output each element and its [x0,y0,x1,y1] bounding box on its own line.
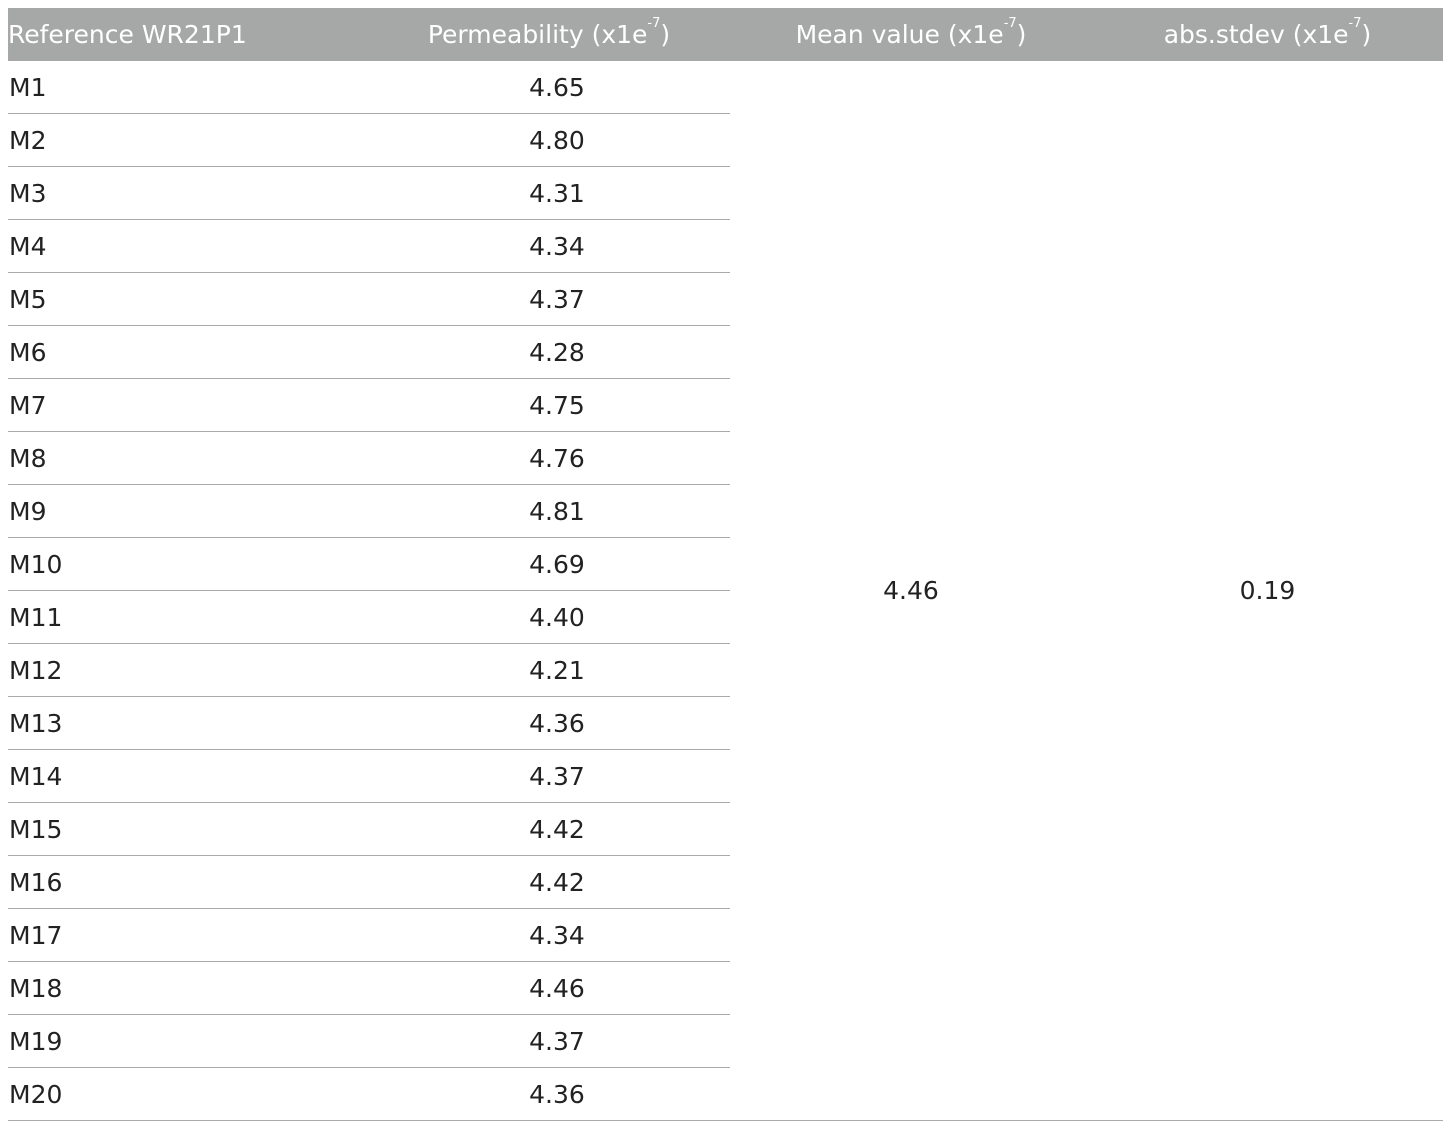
row-sample-name: M20 [8,1067,368,1121]
table-row: M19 4.37 [8,1014,1443,1068]
table-row: M14 4.37 [8,749,1443,803]
permeability-table: Reference WR21P1 Permeability (x1e-7) Me… [8,8,1443,1121]
row-permeability-value: 4.42 [368,802,730,856]
mean-value-cell: 4.46 [730,61,1092,1121]
header-stdev-close: ) [1361,20,1372,49]
header-reference: Reference WR21P1 [8,8,368,61]
row-sample-name: M8 [8,431,368,485]
table-row: M1 4.65 4.46 0.19 [8,61,1443,1121]
table-row: M10 4.69 [8,537,1443,591]
table-row: M7 4.75 [8,378,1443,432]
table-row: M5 4.37 [8,272,1443,326]
row-sample-name: M1 [8,61,368,114]
row-permeability-value: 4.37 [368,1014,730,1068]
row-permeability-value: 4.34 [368,908,730,962]
table-row: M2 4.80 [8,113,1443,167]
header-reference-label: Reference WR21P1 [8,20,247,49]
row-permeability-value: 4.75 [368,378,730,432]
row-permeability-value: 4.80 [368,113,730,167]
row-sample-name: M9 [8,484,368,538]
header-row: Reference WR21P1 Permeability (x1e-7) Me… [8,8,1443,61]
abs-stdev-cell: 0.19 [1092,61,1443,1121]
table-row: M15 4.42 [8,802,1443,856]
row-permeability-value: 4.36 [368,1067,730,1121]
header-mean-label: Mean value (x1e [795,20,1004,49]
row-permeability-value: 4.31 [368,166,730,220]
table-row: M4 4.34 [8,219,1443,273]
row-sample-name: M18 [8,961,368,1015]
row-permeability-value: 4.40 [368,590,730,644]
row-permeability-value: 4.36 [368,696,730,750]
header-stdev: abs.stdev (x1e-7) [1092,8,1443,61]
row-permeability-value: 4.76 [368,431,730,485]
header-permeability: Permeability (x1e-7) [368,8,730,61]
row-permeability-value: 4.37 [368,749,730,803]
row-sample-name: M5 [8,272,368,326]
row-sample-name: M6 [8,325,368,379]
permeability-table-container: Reference WR21P1 Permeability (x1e-7) Me… [8,8,1443,1121]
row-permeability-value: 4.37 [368,272,730,326]
table-row: M12 4.21 [8,643,1443,697]
header-mean-exponent: -7 [1003,16,1017,31]
row-permeability-value: 4.42 [368,855,730,909]
row-sample-name: M16 [8,855,368,909]
header-permeability-exponent: -7 [647,16,661,31]
row-permeability-value: 4.28 [368,325,730,379]
table-body: M1 4.65 4.46 0.19 M2 4.80 M3 4.31 M4 4.34 M5 4.37 M6… [8,61,1443,1121]
table-row: M17 4.34 [8,908,1443,962]
table-row: M6 4.28 [8,325,1443,379]
table-row: M20 4.36 [8,1067,1443,1121]
row-sample-name: M17 [8,908,368,962]
row-sample-name: M13 [8,696,368,750]
row-sample-name: M14 [8,749,368,803]
row-permeability-value: 4.81 [368,484,730,538]
header-mean-close: ) [1016,20,1027,49]
table-row: M18 4.46 [8,961,1443,1015]
header-stdev-label: abs.stdev (x1e [1163,20,1349,49]
row-permeability-value: 4.69 [368,537,730,591]
table-row: M3 4.31 [8,166,1443,220]
table-row: M13 4.36 [8,696,1443,750]
table-header: Reference WR21P1 Permeability (x1e-7) Me… [8,8,1443,61]
header-permeability-close: ) [660,20,671,49]
header-stdev-exponent: -7 [1348,16,1362,31]
header-mean: Mean value (x1e-7) [730,8,1092,61]
row-sample-name: M10 [8,537,368,591]
table-row: M11 4.40 [8,590,1443,644]
row-sample-name: M15 [8,802,368,856]
row-sample-name: M12 [8,643,368,697]
header-permeability-label: Permeability (x1e [427,20,648,49]
row-sample-name: M19 [8,1014,368,1068]
row-permeability-value: 4.65 [368,61,730,114]
row-permeability-value: 4.21 [368,643,730,697]
table-row: M16 4.42 [8,855,1443,909]
table-row: M9 4.81 [8,484,1443,538]
row-sample-name: M3 [8,166,368,220]
table-row: M8 4.76 [8,431,1443,485]
row-permeability-value: 4.34 [368,219,730,273]
row-sample-name: M2 [8,113,368,167]
row-sample-name: M4 [8,219,368,273]
row-permeability-value: 4.46 [368,961,730,1015]
row-sample-name: M11 [8,590,368,644]
row-sample-name: M7 [8,378,368,432]
